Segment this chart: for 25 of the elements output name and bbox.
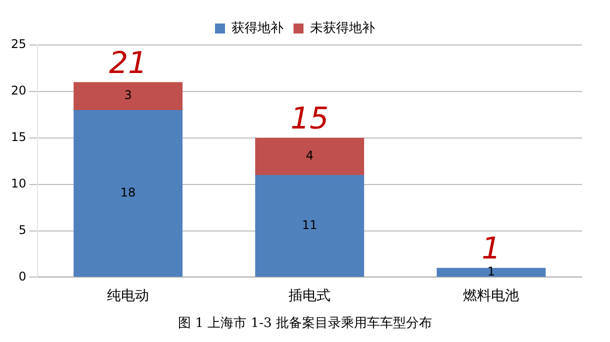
data-label: 18: [120, 185, 136, 200]
x-tick-label: 燃料电池: [463, 288, 520, 304]
total-label: 21: [108, 46, 148, 81]
total-label: 15: [290, 102, 329, 137]
y-tick-label: 20: [10, 84, 26, 98]
data-label: 11: [302, 218, 318, 232]
x-tick-label: 插电式: [288, 288, 331, 304]
legend-label: 未获得地补: [310, 20, 375, 36]
legend-label: 获得地补: [232, 20, 284, 36]
data-label: 4: [306, 148, 314, 163]
bar: [255, 175, 364, 277]
y-tick-label: 0: [18, 269, 26, 284]
bar: [255, 138, 364, 176]
x-tick-label: 纯电动: [107, 288, 150, 304]
total-label: 1: [482, 232, 501, 267]
y-tick-label: 10: [10, 176, 26, 190]
y-tick-label: 5: [18, 222, 26, 237]
y-tick-label: 15: [10, 130, 26, 144]
caption: 图 1 上海市 1-3 批备案目录乘用车车型分布: [177, 315, 433, 332]
data-label: 1: [487, 264, 496, 278]
bar: [436, 268, 546, 277]
data-label: 3: [124, 88, 132, 102]
bar: [74, 82, 183, 110]
bar: [74, 110, 183, 277]
y-tick-label: 25: [10, 37, 26, 52]
